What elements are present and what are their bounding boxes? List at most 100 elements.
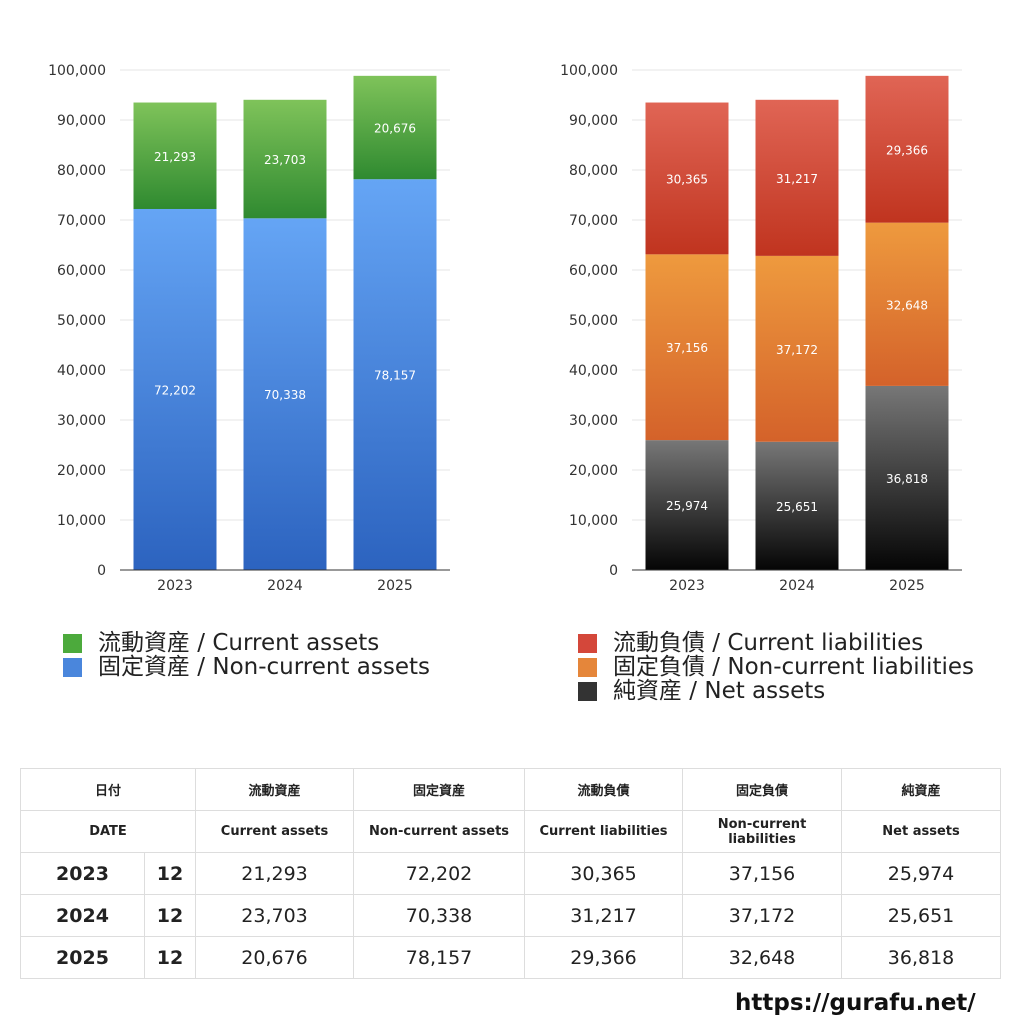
table-header-ja: 日付 流動資産 固定資産 流動負債 固定負債 純資産 (19, 768, 1002, 811)
legend-swatch (578, 657, 597, 677)
data-label: 36,818 (886, 472, 928, 486)
bar-segment (865, 222, 949, 386)
y-tick-label: 60,000 (57, 263, 106, 279)
legend-swatch (578, 633, 597, 653)
value-cell: 78,157 (353, 936, 526, 979)
liabilities-chart: 0 10,000 20,000 30,000 40,000 50,000 60,000 70,… (560, 63, 962, 594)
data-label: 21,293 (154, 150, 196, 164)
y-tick-label: 50,000 (57, 313, 106, 329)
bar-segment (645, 102, 729, 255)
y-tick-label: 70,000 (569, 213, 618, 229)
legend-item-net-assets: 純資産 / Net assets (578, 679, 974, 703)
legend-item-non-current-liabilities: 固定負債 / Non-current liabilities (578, 655, 974, 679)
footer-url[interactable]: https://gurafu.net/ (735, 990, 976, 1016)
value-cell: 37,156 (682, 852, 843, 895)
value-cell: 21,293 (195, 852, 355, 895)
x-tick-label: 2024 (267, 578, 303, 594)
y-tick-label: 40,000 (569, 363, 618, 379)
value-cell: 23,703 (195, 894, 355, 937)
value-cell: 37,172 (682, 894, 843, 937)
header-cell: Non-current assets (353, 810, 526, 853)
month-cell: 12 (143, 894, 197, 937)
y-tick-label: 60,000 (569, 263, 618, 279)
x-tick-label: 2023 (669, 578, 705, 594)
y-tick-label: 50,000 (569, 313, 618, 329)
header-cell: Non-current liabilities (682, 810, 843, 853)
legend-swatch (63, 633, 82, 653)
bar-segment (353, 179, 437, 570)
value-cell: 72,202 (353, 852, 526, 895)
y-tick-label: 90,000 (569, 113, 618, 129)
legend-label: 固定負債 / Non-current liabilities (613, 654, 974, 680)
bar-segment (645, 254, 729, 441)
legend-item-non-current-assets: 固定資産 / Non-current assets (63, 655, 430, 679)
header-cell: 日付 (19, 768, 197, 811)
assets-chart: 0 10,000 20,000 30,000 40,000 50,000 60,000 70,… (48, 63, 450, 594)
legend-item-current-liabilities: 流動負債 / Current liabilities (578, 631, 974, 655)
bar-segment (133, 102, 217, 209)
bar-segment (133, 208, 217, 571)
y-tick-label: 100,000 (560, 63, 618, 79)
bar-segment (755, 255, 839, 442)
bar-segment (755, 99, 839, 256)
table-row: 2025 12 20,676 78,157 29,366 32,648 36,8… (20, 936, 1002, 979)
legend-item-current-assets: 流動資産 / Current assets (63, 631, 430, 655)
table-row: 2024 12 23,703 70,338 31,217 37,172 25,6… (20, 894, 1002, 937)
y-tick-label: 90,000 (57, 113, 106, 129)
bar-segment (243, 99, 327, 219)
data-label: 23,703 (264, 153, 306, 167)
year-cell: 2023 (20, 852, 145, 895)
y-tick-label: 30,000 (569, 413, 618, 429)
y-tick-label: 100,000 (48, 63, 106, 79)
bar-segment (755, 441, 839, 570)
x-tick-label: 2025 (377, 578, 413, 594)
data-label: 32,648 (886, 298, 928, 312)
y-tick-label: 20,000 (569, 463, 618, 479)
year-cell: 2025 (20, 936, 145, 979)
x-tick-label: 2024 (779, 578, 815, 594)
y-tick-label: 80,000 (569, 163, 618, 179)
y-tick-label: 10,000 (569, 513, 618, 529)
data-label: 70,338 (264, 388, 306, 402)
data-label: 20,676 (374, 122, 416, 136)
data-label: 37,172 (776, 343, 818, 357)
liabilities-legend: 流動負債 / Current liabilities 固定負債 / Non-cu… (578, 631, 974, 703)
table-header-en: DATE Current assets Non-current assets C… (19, 810, 1002, 853)
bar-segment (645, 440, 729, 570)
x-tick-label: 2025 (889, 578, 925, 594)
data-label: 37,156 (666, 341, 708, 355)
header-cell: Net assets (841, 810, 1002, 853)
data-label: 25,974 (666, 499, 708, 513)
bar-segment (865, 385, 949, 570)
bar-segment (865, 75, 949, 223)
y-tick-label: 0 (97, 563, 106, 579)
month-cell: 12 (143, 852, 197, 895)
header-cell: 固定資産 (353, 768, 526, 811)
bar-segment (353, 75, 437, 180)
month-cell: 12 (143, 936, 197, 979)
value-cell: 29,366 (524, 936, 684, 979)
legend-swatch (578, 681, 597, 701)
value-cell: 70,338 (353, 894, 526, 937)
x-tick-label: 2023 (157, 578, 193, 594)
y-tick-label: 70,000 (57, 213, 106, 229)
value-cell: 25,974 (841, 852, 1002, 895)
legend-label: 流動負債 / Current liabilities (613, 630, 924, 656)
header-cell: 純資産 (841, 768, 1002, 811)
value-cell: 20,676 (195, 936, 355, 979)
header-cell: Current liabilities (524, 810, 684, 853)
y-tick-label: 40,000 (57, 363, 106, 379)
legend-label: 純資産 / Net assets (613, 678, 826, 704)
data-label: 29,366 (886, 143, 928, 157)
data-label: 25,651 (776, 500, 818, 514)
data-label: 72,202 (154, 383, 196, 397)
y-tick-label: 0 (609, 563, 618, 579)
header-cell: 流動資産 (195, 768, 355, 811)
data-label: 78,157 (374, 369, 416, 383)
value-cell: 32,648 (682, 936, 843, 979)
header-cell: 固定負債 (682, 768, 843, 811)
data-table: 日付 流動資産 固定資産 流動負債 固定負債 純資産 DATE Current … (19, 768, 1002, 979)
value-cell: 36,818 (841, 936, 1002, 979)
header-cell: DATE (19, 810, 197, 853)
assets-legend: 流動資産 / Current assets 固定資産 / Non-current… (63, 631, 430, 679)
